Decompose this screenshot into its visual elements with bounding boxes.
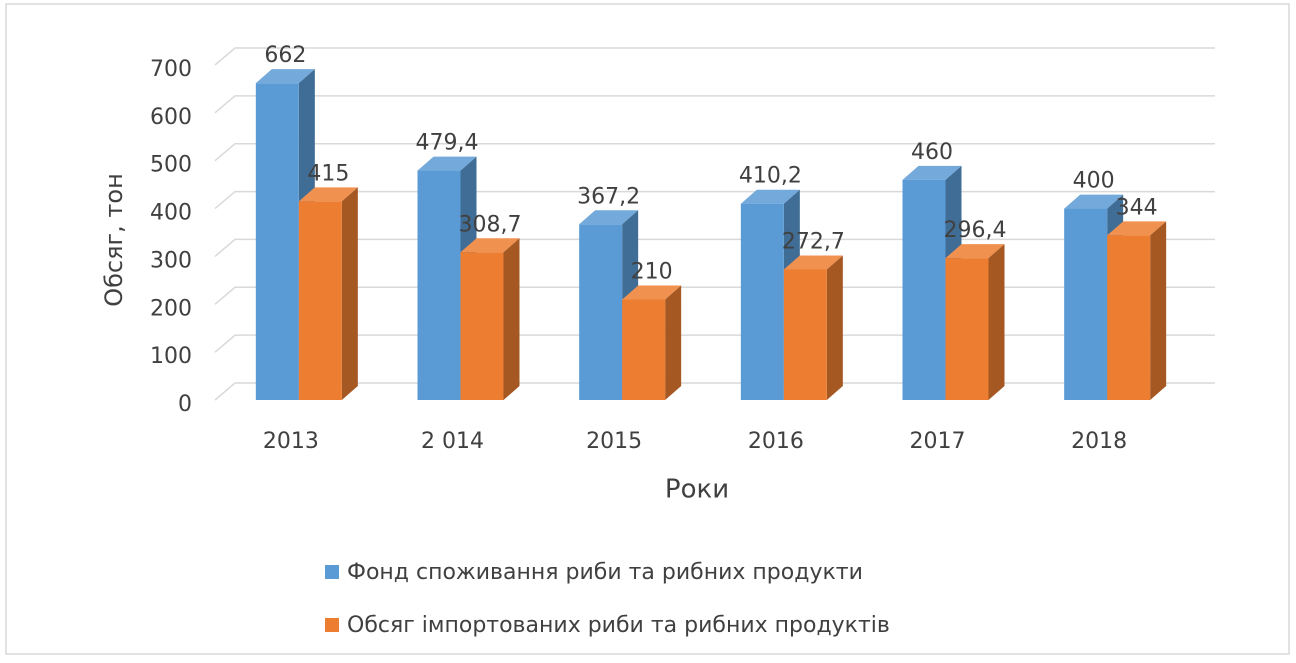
bar-top [740, 189, 800, 204]
y-tick-label: 0 [178, 392, 192, 417]
grid-line [214, 286, 1215, 305]
bar-side [988, 244, 1005, 400]
data-label: 344 [1116, 195, 1158, 220]
bar-top [460, 238, 520, 253]
bar-top [1107, 221, 1167, 236]
y-tick-label: 400 [150, 201, 192, 226]
x-tick-label: 2017 [910, 429, 966, 454]
bar-side [665, 285, 682, 400]
bar-top [255, 69, 315, 84]
data-label: 479,4 [416, 131, 479, 156]
data-label: 460 [911, 140, 953, 165]
y-tick-label: 600 [150, 105, 192, 130]
grid-line [214, 190, 1215, 210]
bar [417, 170, 461, 400]
x-axis-title: Роки [665, 475, 729, 505]
legend-swatch [325, 618, 339, 632]
bar [1107, 235, 1151, 400]
grid-line [214, 382, 1215, 401]
bar [1064, 208, 1108, 400]
x-tick-label: 2018 [1071, 429, 1127, 454]
x-tick-label: 2 014 [421, 429, 484, 454]
bar-top [945, 244, 1005, 259]
bar-top [298, 187, 358, 202]
data-label: 400 [1073, 169, 1115, 194]
y-tick-label: 700 [150, 57, 192, 82]
y-tick-label: 500 [150, 153, 192, 178]
data-label: 210 [631, 260, 673, 285]
bar [579, 224, 623, 400]
bar-top [783, 255, 843, 270]
bar [902, 179, 946, 400]
x-tick-label: 2016 [748, 429, 804, 454]
data-label: 272,7 [782, 229, 845, 254]
legend-swatch [325, 565, 339, 579]
bar [298, 201, 342, 400]
data-label: 662 [264, 43, 306, 68]
y-tick-label: 200 [150, 296, 192, 321]
bar-side [826, 255, 843, 400]
legend-label: Фонд споживання риби та рибних продукти [347, 560, 863, 585]
data-label: 410,2 [739, 164, 802, 189]
data-label: 415 [307, 161, 349, 186]
bar [460, 252, 504, 400]
bar-top [579, 210, 639, 225]
bar [255, 83, 299, 400]
x-tick-label: 2015 [586, 429, 642, 454]
y-tick-label: 100 [150, 344, 192, 369]
bar-side [341, 187, 358, 400]
bar [740, 203, 784, 400]
bar-top [622, 285, 682, 300]
legend-label: Обсяг імпортованих риби та рибних продук… [347, 613, 890, 638]
bar-top [1064, 194, 1124, 209]
grid-line [214, 95, 1215, 114]
data-label: 296,4 [944, 218, 1007, 243]
y-axis-title: Обсяг, тон [100, 173, 128, 307]
data-label: 367,2 [577, 184, 640, 209]
bar-side [1150, 221, 1167, 400]
grid-line [214, 142, 1215, 162]
grid-line [214, 238, 1215, 258]
bar-side [503, 238, 520, 400]
bar-top [902, 165, 962, 180]
x-tick-label: 2013 [263, 429, 319, 454]
bar [945, 258, 989, 400]
bar [622, 299, 666, 400]
grid-line [214, 334, 1215, 353]
data-label: 308,7 [459, 212, 522, 237]
bar [783, 269, 827, 400]
grid-line [214, 47, 1215, 66]
y-tick-label: 300 [150, 248, 192, 273]
bar-top [417, 156, 477, 171]
